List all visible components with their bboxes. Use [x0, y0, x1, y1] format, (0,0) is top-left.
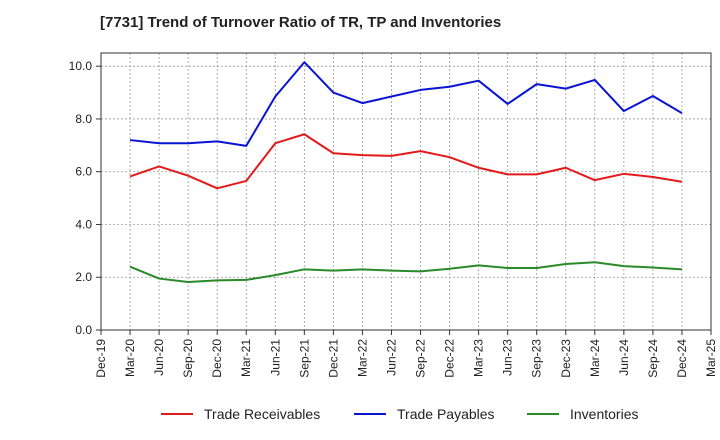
x-tick-label: Mar-23: [472, 339, 486, 377]
legend: Trade Receivables Trade Payables Inventori…: [161, 406, 638, 422]
x-tick-label: Dec-23: [559, 339, 573, 378]
series-line-1: [129, 133, 683, 190]
x-tick-label: Sep-21: [297, 339, 311, 378]
legend-label: Trade Receivables: [204, 406, 320, 422]
grid: [101, 53, 711, 330]
legend-label: Trade Payables: [397, 406, 495, 422]
y-tick-label: 10.0: [69, 59, 93, 73]
x-tick-label: Dec-22: [443, 339, 457, 378]
y-tick-label: 6.0: [75, 165, 92, 179]
legend-label: Inventories: [570, 406, 638, 422]
x-tick-label: Jun-24: [617, 339, 631, 376]
y-tick-label: 2.0: [75, 270, 92, 284]
y-tick-label: 8.0: [75, 112, 92, 126]
x-tick-label: Mar-22: [355, 339, 369, 377]
x-tick-label: Mar-20: [123, 339, 137, 377]
x-tick-label: Jun-23: [501, 339, 515, 376]
x-tick-label: Jun-21: [268, 339, 282, 376]
x-tick-label: Dec-24: [675, 339, 689, 378]
y-tick-label: 4.0: [75, 217, 92, 231]
x-tick-label: Mar-25: [704, 339, 718, 377]
x-tick-label: Sep-23: [530, 339, 544, 378]
x-tick-label: Dec-19: [94, 339, 108, 378]
x-tick-label: Mar-21: [239, 339, 253, 377]
axes: 0.0 2.0 4.0 6.0 8.0 10.0 Dec-19 Mar-20 Jun-20 Sep…: [69, 52, 718, 378]
x-tick-label: Dec-20: [210, 339, 224, 378]
series-lines: [129, 61, 683, 283]
x-tick-label: Sep-22: [414, 339, 428, 378]
plot-frame: [100, 52, 712, 331]
chart-title: [7731] Trend of Turnover Ratio of TR, TP…: [100, 14, 502, 31]
series-line-2: [129, 61, 683, 147]
series-line-3: [129, 261, 683, 283]
x-tick-label: Jun-22: [384, 339, 398, 376]
x-tick-label: Jun-20: [152, 339, 166, 376]
x-tick-label: Dec-21: [326, 339, 340, 378]
x-tick-label: Sep-24: [646, 339, 660, 378]
x-tick-label: Mar-24: [588, 339, 602, 377]
y-tick-label: 0.0: [75, 323, 92, 337]
x-tick-label: Sep-20: [181, 339, 195, 378]
